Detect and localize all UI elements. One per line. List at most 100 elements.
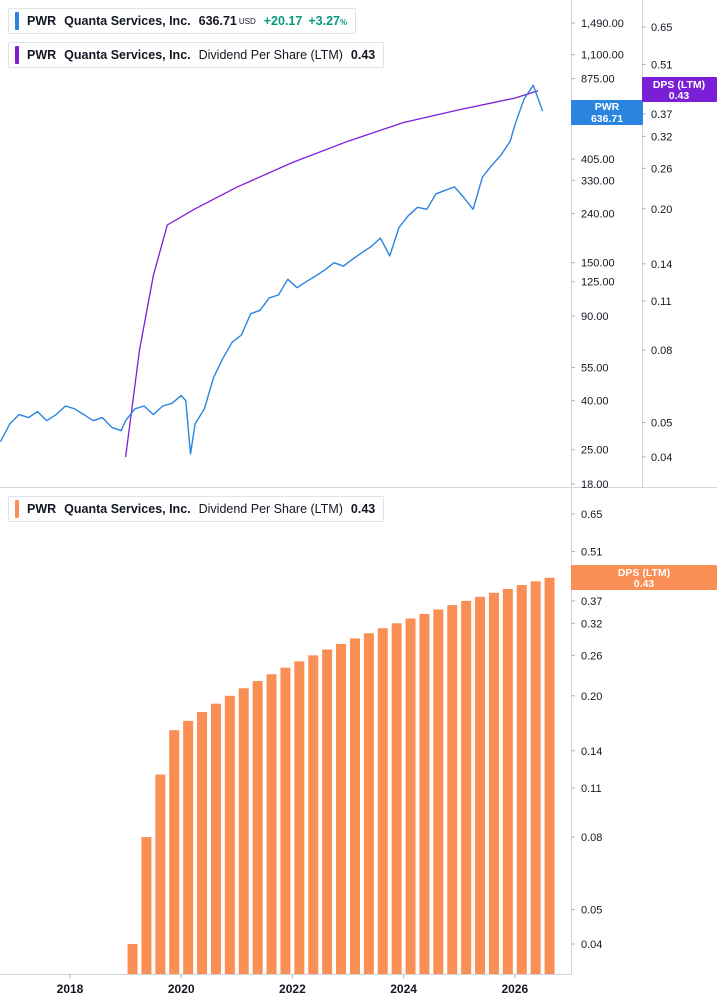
dps-bar [447, 605, 458, 974]
dps-tick-label: 0.04 [651, 452, 672, 464]
dps-bar [169, 730, 180, 974]
legend-dps-bottom-metric: Dividend Per Share (LTM) [198, 502, 343, 516]
dps-bar [210, 703, 221, 974]
dps-bar [197, 712, 208, 974]
dps-tick-label: 0.20 [651, 204, 672, 216]
dps-tick-label: 0.26 [651, 163, 672, 175]
legend-company: Quanta Services, Inc. [64, 14, 191, 28]
dps-bottom-tick-label: 0.37 [581, 596, 602, 608]
dps-bottom-tick-label: 0.14 [581, 746, 602, 758]
dps-bar [238, 688, 249, 974]
price-badge: PWR 636.71 [571, 100, 643, 125]
dps-bar [544, 577, 555, 974]
dps-bar [322, 649, 333, 974]
price-badge-value: 636.71 [591, 113, 623, 125]
dps-bottom-tick-label: 0.05 [581, 905, 602, 917]
price-series-swatch [15, 12, 19, 30]
dps-line [124, 90, 539, 458]
dps-bar [419, 613, 430, 974]
dps-bottom-tick-label: 0.32 [581, 618, 602, 630]
dps-bottom-badge-value: 0.43 [634, 578, 655, 590]
price-line [0, 84, 544, 455]
price-tick-label: 330.00 [581, 175, 615, 187]
dps-top-badge: DPS (LTM) 0.43 [642, 77, 717, 102]
dps-tick-label: 0.05 [651, 418, 672, 430]
legend-dps-metric: Dividend Per Share (LTM) [198, 48, 343, 62]
legend-change-pct-sign: % [339, 18, 348, 27]
legend-change: +20.17 [263, 14, 303, 28]
time-axis[interactable]: 2018 2020 2022 2024 2026 [57, 974, 529, 996]
dps-legend-bottom[interactable]: PWR Quanta Services, Inc. Dividend Per S… [8, 496, 385, 522]
dps-bar [405, 618, 416, 974]
dps-tick-label: 0.32 [651, 131, 672, 143]
dps-top-badge-label: DPS (LTM) [653, 79, 705, 91]
dps-tick-label: 0.14 [651, 259, 672, 271]
price-tick-label: 150.00 [581, 258, 615, 270]
dps-bottom-tick-label: 0.20 [581, 691, 602, 703]
dps-tick-label: 0.08 [651, 345, 672, 357]
dps-bar [363, 633, 374, 974]
dps-bar [294, 661, 305, 974]
dps-bar [155, 774, 166, 974]
dps-bar [252, 681, 263, 974]
price-tick-label: 1,490.00 [581, 18, 624, 30]
line-series [0, 84, 544, 458]
dps-bar [308, 655, 319, 974]
legend-price: 636.71 [198, 14, 237, 28]
price-axis[interactable]: 1,490.00 1,100.00 875.00 405.00 330.00 240.00… [571, 18, 624, 491]
dps-bar-swatch [15, 500, 19, 518]
time-tick-label: 2020 [168, 982, 195, 996]
dps-bottom-tick-label: 0.11 [581, 783, 602, 795]
dps-bar [502, 588, 513, 974]
dps-bottom-tick-label: 0.08 [581, 832, 602, 844]
dps-bar [516, 585, 527, 974]
dps-tick-label: 0.37 [651, 109, 672, 121]
dps-line-swatch [15, 46, 19, 64]
dps-bar [391, 623, 402, 974]
legend-dps-bottom-company: Quanta Services, Inc. [64, 502, 191, 516]
dps-bar [336, 643, 347, 974]
price-tick-label: 25.00 [581, 445, 609, 457]
dps-bar [127, 944, 138, 974]
legend-dps-company: Quanta Services, Inc. [64, 48, 191, 62]
dps-bar [349, 638, 360, 974]
dps-axis-bottom[interactable]: 0.65 0.51 0.37 0.32 0.26 0.20 0.14 0.11 0.08 0.05… [571, 509, 602, 951]
price-tick-label: 90.00 [581, 311, 609, 323]
price-tick-label: 405.00 [581, 154, 615, 166]
legend-dps-bottom-ticker: PWR [27, 502, 57, 516]
dps-bar [530, 581, 541, 974]
dps-bottom-badge: DPS (LTM) 0.43 [571, 565, 717, 590]
dps-axis-top[interactable]: 0.65 0.51 0.37 0.32 0.26 0.20 0.14 0.11 0.08 0.05… [642, 22, 672, 464]
price-badge-ticker: PWR [595, 101, 620, 113]
price-tick-label: 1,100.00 [581, 50, 624, 62]
dps-bar [280, 667, 291, 974]
dps-tick-label: 0.65 [651, 22, 672, 34]
dps-bar [475, 596, 486, 974]
legend-currency: USD [238, 16, 256, 26]
price-tick-label: 55.00 [581, 362, 609, 374]
dps-bar [433, 609, 444, 974]
dps-bar [183, 720, 194, 974]
dps-bar [266, 674, 277, 974]
dps-bar-series [127, 577, 555, 974]
price-tick-label: 875.00 [581, 74, 615, 86]
dps-bar [377, 628, 388, 974]
dps-bottom-tick-label: 0.26 [581, 650, 602, 662]
dps-top-badge-value: 0.43 [669, 90, 690, 102]
dps-tick-label: 0.51 [651, 59, 672, 71]
price-tick-label: 40.00 [581, 396, 609, 408]
price-tick-label: 125.00 [581, 277, 615, 289]
legend-dps-ticker: PWR [27, 48, 57, 62]
time-tick-label: 2026 [501, 982, 528, 996]
price-legend[interactable]: PWR Quanta Services, Inc. 636.71 USD +20… [8, 8, 357, 34]
time-tick-label: 2018 [57, 982, 84, 996]
legend-dps-bottom-value: 0.43 [350, 502, 376, 516]
legend-change-pct: +3.27% [308, 14, 347, 28]
dps-legend-top[interactable]: PWR Quanta Services, Inc. Dividend Per S… [8, 42, 385, 68]
dps-bottom-tick-label: 0.65 [581, 509, 602, 521]
price-tick-label: 240.00 [581, 209, 615, 221]
dps-bar [141, 837, 152, 974]
legend-ticker: PWR [27, 14, 57, 28]
price-tick-label: 18.00 [581, 479, 609, 491]
